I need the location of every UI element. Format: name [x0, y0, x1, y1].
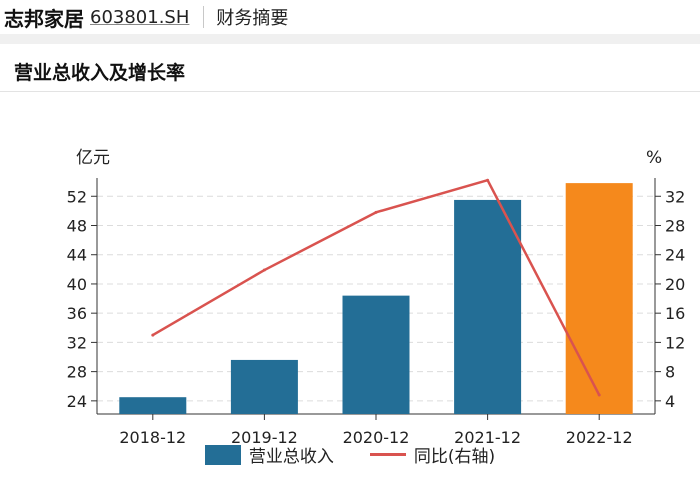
legend-label-yoy: 同比(右轴) [413, 447, 496, 467]
y-axis-right-label: % [646, 148, 662, 168]
stock-code-link[interactable]: 603801.SH [90, 6, 190, 28]
legend-item-revenue[interactable]: 营业总收入 [204, 442, 334, 467]
line-point [597, 393, 601, 397]
divider [203, 6, 205, 28]
y-tick-label-right: 4 [665, 392, 675, 411]
y-tick-label-right: 28 [665, 216, 685, 235]
bar [230, 359, 298, 414]
y-tick-label-right: 20 [665, 275, 685, 294]
y-tick-label-right: 16 [665, 304, 685, 323]
y-tick-label-right: 12 [665, 333, 685, 352]
y-tick-label-left: 36 [67, 304, 87, 323]
company-name: 志邦家居 [4, 6, 84, 31]
section-gap [0, 34, 700, 44]
line-point [374, 210, 378, 214]
line-point [151, 333, 155, 337]
legend-swatch-revenue [204, 444, 241, 465]
bar [342, 295, 410, 414]
legend-item-yoy[interactable]: 同比(右轴) [369, 442, 496, 467]
x-tick-label: 2020-12 [343, 428, 410, 447]
divider [0, 91, 700, 92]
y-tick-label-right: 24 [665, 246, 685, 265]
line-point [262, 268, 266, 272]
tab-financial-summary[interactable]: 财务摘要 [216, 8, 289, 29]
y-tick-label-left: 52 [67, 187, 87, 206]
bar [565, 183, 633, 414]
chart-legend: 营业总收入 同比(右轴) [0, 442, 700, 467]
y-tick-label-left: 40 [67, 275, 87, 294]
bar [119, 397, 187, 414]
y-tick-label-left: 48 [67, 216, 87, 235]
y-tick-label-left: 44 [67, 246, 87, 265]
top-bar: 志邦家居 603801.SH 财务摘要 [0, 0, 700, 34]
y-tick-label-left: 24 [67, 392, 87, 411]
x-tick-label: 2019-12 [231, 428, 298, 447]
y-tick-label-left: 28 [67, 363, 87, 382]
x-tick-label: 2018-12 [119, 428, 186, 447]
y-tick-label-left: 32 [67, 333, 87, 352]
section-title: 营业总收入及增长率 [14, 62, 186, 84]
bar [454, 199, 522, 414]
y-axis-left-label: 亿元 [76, 148, 110, 168]
x-tick-label: 2022-12 [566, 428, 633, 447]
legend-swatch-yoy [369, 453, 406, 456]
y-tick-label-right: 8 [665, 363, 675, 382]
y-tick-label-right: 32 [665, 187, 685, 206]
x-tick-label: 2021-12 [454, 428, 521, 447]
legend-label-revenue: 营业总收入 [248, 447, 334, 467]
line-point [486, 178, 490, 182]
